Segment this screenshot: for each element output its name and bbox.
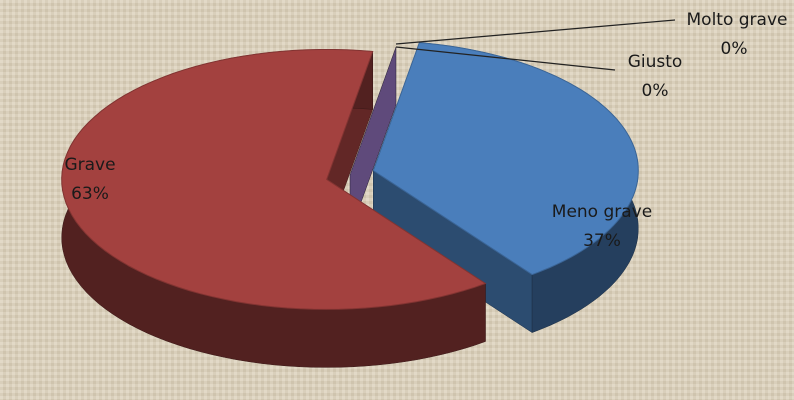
slice-label: Meno grave — [552, 202, 652, 222]
slice-value-label: 0% — [721, 39, 748, 59]
slice-value-label: 37% — [583, 231, 621, 251]
plot — [61, 19, 676, 368]
leader-line — [395, 46, 616, 71]
slice-value-label: 63% — [71, 184, 109, 204]
slice-label: Giusto — [628, 52, 683, 72]
slice-value-label: 0% — [642, 81, 669, 101]
slice-label: Molto grave — [687, 10, 788, 30]
leader-line — [395, 19, 676, 45]
slice-label: Grave — [64, 155, 115, 175]
slice-top — [61, 49, 487, 310]
